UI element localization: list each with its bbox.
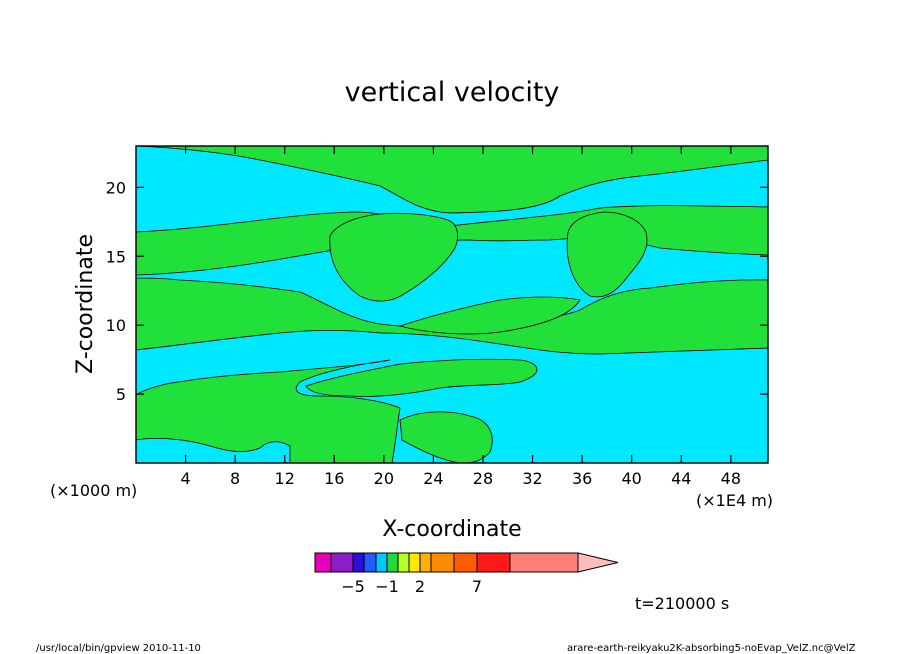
colorbar-segment xyxy=(352,552,365,573)
chart-title: vertical velocity xyxy=(345,77,560,108)
x-tick-label: 28 xyxy=(473,469,493,488)
colorbar-label: 7 xyxy=(472,577,482,596)
x-tick-label: 24 xyxy=(423,469,443,488)
x-tick-label: 8 xyxy=(230,469,240,488)
colorbar-segment xyxy=(386,552,399,573)
plot-area xyxy=(136,146,768,463)
colorbar-label: 2 xyxy=(415,577,425,596)
footer-right: arare-earth-reikyaku2K-absorbing5-noEvap… xyxy=(567,643,856,654)
y-axis-ticks: 5 10 15 20 xyxy=(106,178,768,404)
x-tick-label: 4 xyxy=(180,469,190,488)
y-axis-label: Z-coordinate xyxy=(73,234,98,374)
x-tick-label: 48 xyxy=(721,469,741,488)
colorbar-segment xyxy=(375,552,388,573)
x-tick-label: 12 xyxy=(275,469,295,488)
colorbar-label: −1 xyxy=(375,577,399,596)
colorbar-segment xyxy=(430,552,455,573)
x-tick-label: 20 xyxy=(374,469,394,488)
colorbar-segment xyxy=(408,552,421,573)
colorbar-segment xyxy=(509,552,579,573)
x-axis-label: X-coordinate xyxy=(382,517,521,542)
x-tick-label: 36 xyxy=(572,469,592,488)
colorbar-segment xyxy=(577,552,619,573)
time-label: t=210000 s xyxy=(635,594,729,613)
colorbar-labels: −5 −1 2 7 xyxy=(341,577,482,596)
colorbar-segment xyxy=(363,552,377,573)
x-tick-label: 32 xyxy=(522,469,542,488)
y-tick-label: 20 xyxy=(106,178,126,197)
x-tick-label: 16 xyxy=(324,469,344,488)
colorbar-label: −5 xyxy=(341,577,365,596)
colorbar-segment xyxy=(453,552,478,573)
colorbar-segment xyxy=(397,552,410,573)
footer-left: /usr/local/bin/gpview 2010-11-10 xyxy=(36,643,201,654)
x-tick-label: 44 xyxy=(671,469,691,488)
x-unit-right: (×1E4 m) xyxy=(696,491,773,510)
y-tick-label: 10 xyxy=(106,316,126,335)
x-unit-left: (×1000 m) xyxy=(50,481,137,500)
colorbar-segment xyxy=(330,552,354,573)
colorbar-segment xyxy=(476,552,511,573)
colorbar xyxy=(314,552,619,573)
x-axis-ticks: 4 8 12 16 20 24 28 32 36 40 44 48 xyxy=(180,146,741,488)
colorbar-segment xyxy=(419,552,432,573)
y-tick-label: 5 xyxy=(116,385,126,404)
colorbar-segment xyxy=(314,552,332,573)
positive-velocity-cells xyxy=(305,211,648,463)
y-tick-label: 15 xyxy=(106,247,126,266)
x-tick-label: 40 xyxy=(622,469,642,488)
plot-frame xyxy=(135,145,769,464)
